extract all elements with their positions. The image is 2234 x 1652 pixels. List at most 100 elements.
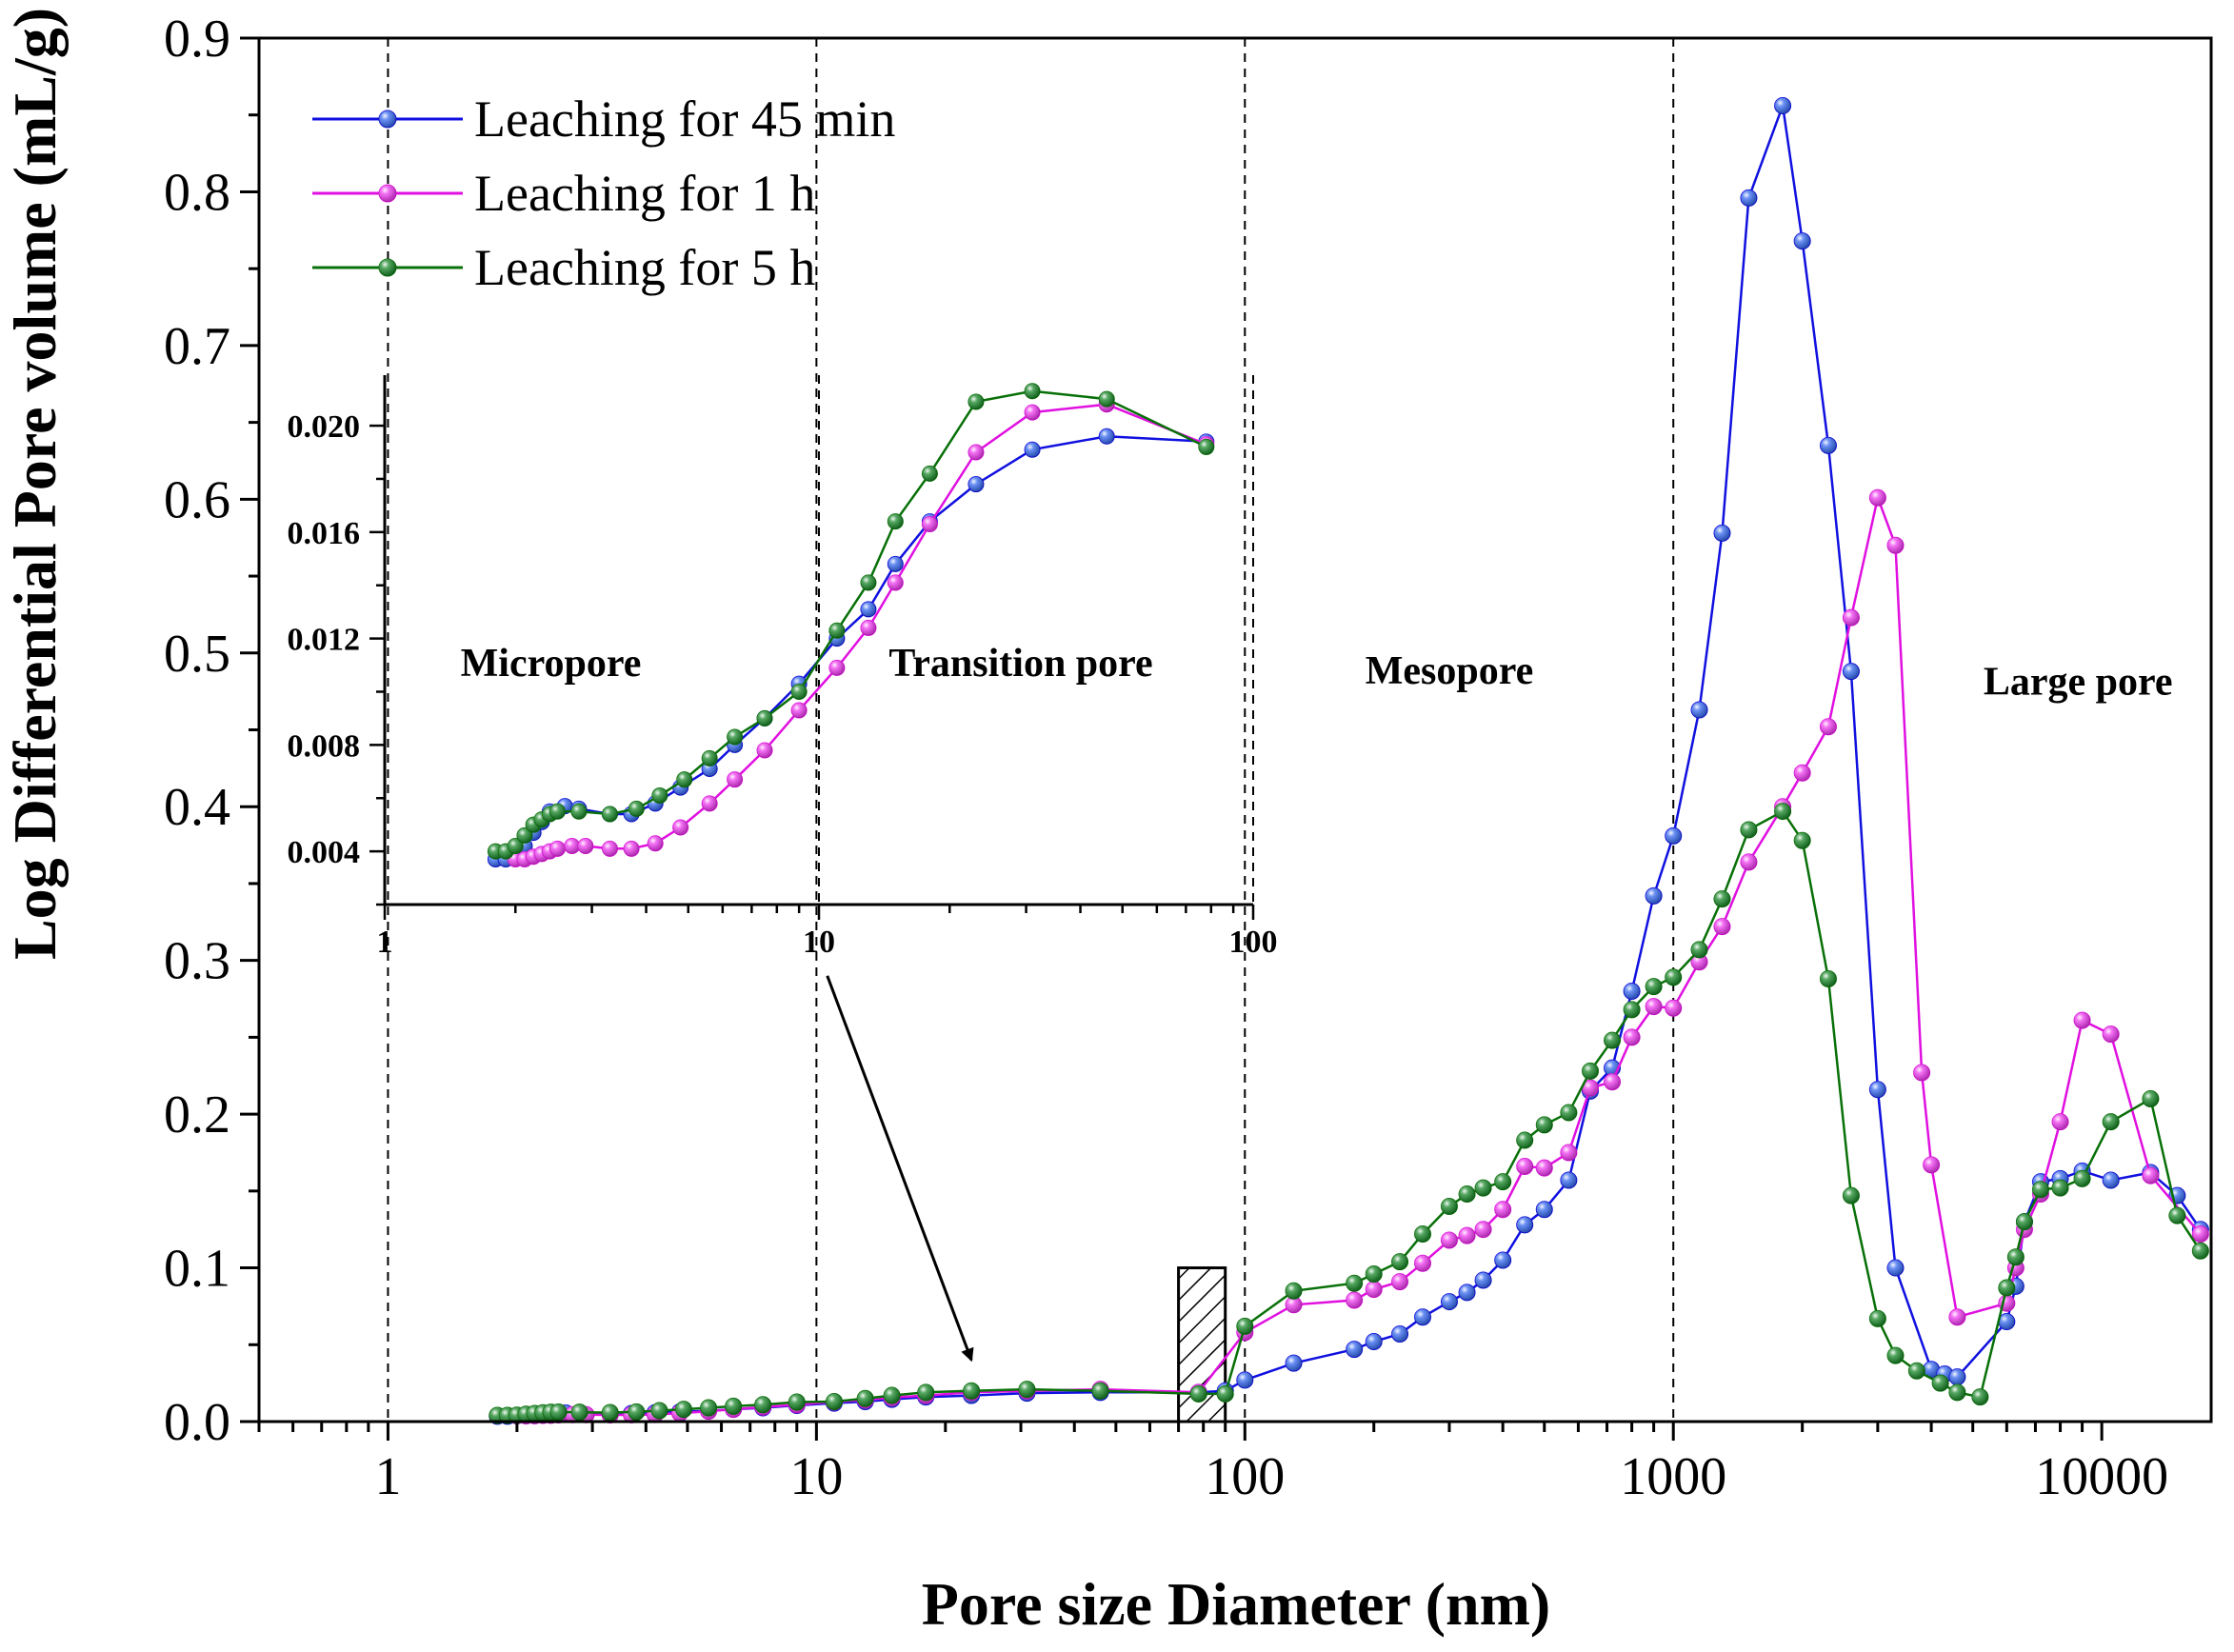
data-point-shade: [1494, 1251, 1511, 1268]
data-point-shade: [1665, 827, 1682, 845]
data-point-shade: [2168, 1207, 2185, 1224]
data-point-shade: [1820, 718, 1837, 735]
data-point-shade: [628, 1403, 645, 1421]
main-plot: 1 10 100 1000 10000 0.0 0.1 0.2 0.3 0.4 0.5 0.6 0.7 0…: [164, 10, 2213, 1506]
y-axis-title: Log Differential Pore volume (mL/g): [1, 8, 69, 960]
series-line: [497, 809, 2202, 1417]
data-point-shade: [1624, 1001, 1641, 1018]
data-point-shade: [2032, 1181, 2049, 1198]
data-point-shade: [1582, 1080, 1599, 1097]
data-point-shade: [700, 1399, 717, 1416]
legend-marker-shade: [379, 185, 396, 202]
data-point-shade: [1794, 832, 1811, 849]
data-point-shade: [826, 1393, 843, 1410]
region-label-micropore: Micropore: [461, 642, 642, 686]
data-point-shade: [1459, 1227, 1476, 1244]
y-tick-label: 0.8: [164, 163, 230, 222]
data-point-shade: [1665, 1000, 1682, 1017]
data-point-shade: [1932, 1375, 1949, 1392]
series-leaching-for-5-h: [489, 803, 2209, 1424]
data-point-shade: [1346, 1341, 1363, 1358]
region-label-transition-pore: Transition pore: [888, 642, 1152, 686]
data-point-shade: [1475, 1180, 1492, 1197]
data-point-shade: [1366, 1265, 1383, 1283]
data-point-shade: [1923, 1156, 1940, 1173]
y-tick-label: 0.2: [164, 1085, 230, 1144]
data-point-shade: [1646, 998, 1663, 1015]
inset-data-point-shade: [549, 804, 566, 820]
data-point-shade: [1475, 1221, 1492, 1238]
data-point-shade: [1536, 1160, 1553, 1177]
inset-data-point-shade: [564, 838, 580, 854]
data-point-shade: [549, 1403, 567, 1421]
data-point-shade: [1459, 1185, 1476, 1203]
data-point-shade: [1475, 1271, 1492, 1288]
inset-data-point-shade: [602, 806, 618, 823]
legend-marker-shade: [379, 110, 396, 128]
data-point-shade: [1713, 890, 1730, 907]
data-point-shade: [1794, 232, 1811, 249]
inset-data-point-shade: [967, 445, 984, 461]
data-point-shade: [1236, 1371, 1253, 1388]
inset-data-point-shade: [967, 393, 984, 409]
x-tick-label: 1: [374, 1447, 401, 1506]
data-point-shade: [1646, 887, 1663, 905]
data-point-shade: [1948, 1368, 1965, 1385]
data-point-shade: [1346, 1275, 1363, 1292]
data-point-shade: [1691, 953, 1708, 970]
data-point-shade: [1494, 1173, 1511, 1190]
y-tick-label: 0.6: [164, 470, 230, 529]
inset-data-point-shade: [922, 516, 938, 532]
data-point-shade: [1414, 1225, 1431, 1243]
data-point-shade: [1217, 1385, 1234, 1403]
data-point-shade: [602, 1403, 619, 1421]
inset-axes: 1 10 100 0.004 0.008 0.012 0.016 0.020: [288, 375, 1278, 960]
data-point-shade: [1560, 1144, 1577, 1161]
inset-data-point-shade: [757, 710, 773, 726]
inset-data-point-shade: [757, 742, 773, 758]
inset-data-point-shade: [860, 574, 876, 590]
data-point-shade: [1869, 1310, 1886, 1327]
inset-x-tick-label: 1: [377, 925, 393, 960]
inset-x-tick-label: 10: [803, 925, 835, 960]
inset-data-point-shade: [791, 703, 808, 719]
x-tick-label: 10000: [2035, 1447, 2168, 1506]
y-tick-label: 0.9: [164, 10, 230, 69]
data-point-shade: [1887, 1260, 1905, 1277]
data-point-shade: [571, 1403, 588, 1421]
legend-marker-shade: [379, 259, 396, 276]
inset-data-point-shade: [624, 841, 640, 857]
inset-data-point-shade: [602, 841, 618, 857]
data-point-shade: [1774, 97, 1791, 114]
data-point-shade: [963, 1383, 980, 1400]
data-point-shade: [1441, 1198, 1458, 1215]
data-point-shade: [1190, 1385, 1207, 1403]
data-point-shade: [2103, 1172, 2120, 1189]
inset-y-tick-label: 0.020: [288, 409, 361, 445]
data-point-shade: [1740, 189, 1757, 207]
data-point-shade: [1414, 1308, 1431, 1325]
data-point-shade: [1843, 663, 1860, 680]
inset-data-point-shade: [648, 835, 664, 851]
data-point-shade: [1948, 1308, 1965, 1325]
data-point-shade: [1624, 983, 1641, 1000]
data-point-shade: [1346, 1291, 1363, 1308]
main-axes: 1 10 100 1000 10000 0.0 0.1 0.2 0.3 0.4 0.5 0.6 0.7 0…: [164, 10, 2213, 1506]
data-point-shade: [2103, 1113, 2120, 1130]
data-point-shade: [1691, 941, 1708, 958]
data-point-shade: [1414, 1255, 1431, 1272]
data-point-shade: [1713, 918, 1730, 935]
data-point-shade: [1624, 1028, 1641, 1045]
inset-data-point-shade: [1198, 439, 1214, 455]
x-tick-label: 100: [1205, 1447, 1285, 1506]
data-point-shade: [1286, 1355, 1303, 1372]
data-point-shade: [1887, 537, 1905, 554]
data-point-shade: [1794, 765, 1811, 782]
data-point-shade: [650, 1403, 668, 1420]
inset-plot: 1 10 100 0.004 0.008 0.012 0.016 0.020: [288, 375, 1278, 960]
data-point-shade: [2142, 1090, 2159, 1107]
data-point-shade: [1774, 803, 1791, 820]
inset-y-tick-label: 0.012: [288, 623, 361, 658]
inset-data-point-shade: [967, 476, 984, 492]
